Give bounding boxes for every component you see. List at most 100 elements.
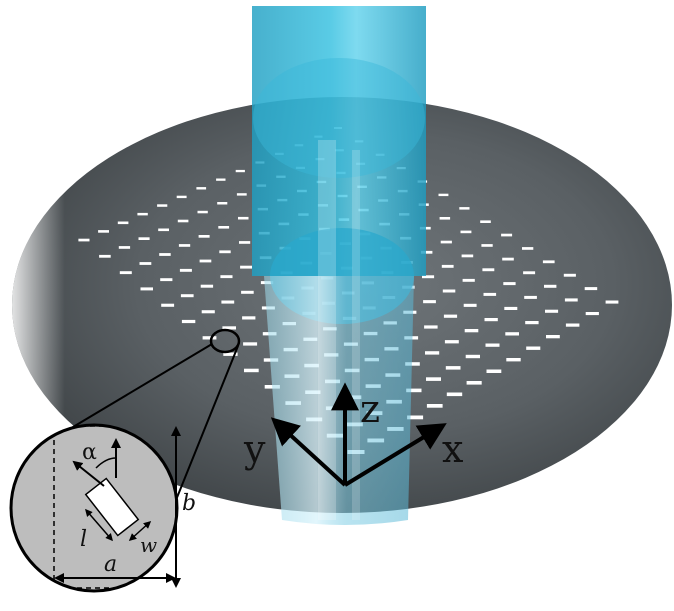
nanobar — [584, 287, 598, 291]
nanobar — [522, 247, 534, 250]
nanobar — [444, 340, 459, 344]
length-arrow — [85, 508, 113, 542]
nanobar — [504, 306, 518, 310]
nanobar — [238, 216, 249, 220]
nanobar — [423, 300, 436, 304]
length-label: l — [80, 527, 87, 552]
nanobar — [78, 238, 90, 242]
nanobar — [481, 244, 493, 247]
nanobar — [445, 366, 461, 370]
nanobar — [564, 298, 578, 302]
nanobar — [220, 275, 233, 279]
nanobar — [223, 352, 238, 356]
nanobar — [221, 300, 235, 304]
nanobar — [442, 289, 456, 293]
nanobar — [461, 254, 474, 258]
nanobar — [181, 319, 196, 324]
nanobar — [485, 343, 500, 347]
nanobar — [99, 254, 111, 258]
nanobar — [480, 220, 491, 223]
nanobar — [243, 342, 258, 346]
nanobar — [118, 246, 131, 249]
nanobar — [465, 354, 480, 359]
nanobar — [176, 195, 187, 199]
nanobar — [506, 358, 521, 362]
nanobar — [236, 193, 247, 196]
nanobar — [544, 284, 557, 288]
nanobar — [200, 284, 214, 288]
nanobar — [501, 233, 513, 237]
nanobar — [160, 278, 173, 282]
nanobar — [197, 210, 208, 214]
nanobar — [503, 282, 516, 286]
nanobar — [119, 271, 132, 275]
nanobar — [241, 290, 254, 294]
nanobar — [524, 295, 537, 299]
beam-top-rim — [253, 58, 425, 178]
nanobar — [179, 268, 192, 272]
nanobar — [439, 217, 451, 220]
nanobar — [407, 415, 424, 420]
nanobar — [440, 240, 452, 244]
light-beam — [252, 6, 426, 525]
nanobar — [98, 230, 109, 233]
nanobar — [201, 310, 215, 314]
width-label: w — [140, 533, 157, 557]
nanobar — [443, 314, 458, 318]
nanobar — [202, 336, 217, 340]
period-a-label: a — [104, 552, 117, 577]
nanobar — [161, 303, 175, 307]
nanobar — [178, 244, 191, 247]
nanobar — [140, 287, 153, 291]
nanobar — [424, 325, 438, 329]
nanobar — [219, 250, 231, 254]
nanobar — [180, 294, 194, 298]
nanobar — [199, 259, 212, 263]
nanobar — [505, 332, 519, 336]
nanobar — [446, 392, 463, 397]
zoom-line-left — [67, 343, 213, 431]
x-axis-arrow — [343, 423, 447, 487]
nanobar — [462, 278, 475, 282]
nanobar — [463, 303, 477, 307]
y-axis-label: y — [243, 427, 266, 471]
nanobar — [545, 309, 559, 313]
angle-arc — [95, 457, 117, 469]
nanobar — [242, 316, 256, 320]
beam-streak — [352, 150, 360, 520]
nanobar — [605, 300, 619, 304]
nanobar — [441, 264, 454, 268]
nanobar — [526, 346, 541, 350]
nanobar — [483, 292, 497, 296]
nanobar — [222, 326, 236, 330]
nanobar — [157, 204, 168, 207]
nanobar — [438, 193, 449, 197]
beam-streak — [318, 140, 336, 520]
nanobar — [239, 241, 251, 244]
nanobar — [523, 271, 536, 275]
nanobar — [216, 178, 226, 181]
zoom-line-right — [175, 345, 239, 501]
nanobar — [240, 265, 252, 269]
nanobar — [546, 335, 560, 339]
nanobar — [159, 253, 171, 256]
bar-axis-arrow — [72, 460, 105, 487]
width-arrow — [128, 520, 152, 542]
nanobar — [218, 226, 230, 229]
nanobar — [235, 169, 245, 173]
z-axis-label: z — [360, 387, 380, 431]
x-axis-label: x — [442, 427, 463, 471]
beam-lower — [264, 276, 414, 525]
nanobar — [502, 257, 514, 261]
unit-cell-inset: α l w a b — [9, 423, 196, 593]
nanobar — [137, 212, 148, 216]
nanobar — [244, 368, 259, 373]
nanobar — [177, 219, 189, 223]
nanobar — [565, 323, 580, 327]
nanobar — [563, 273, 576, 277]
nanobar — [426, 404, 443, 408]
nanobar — [117, 221, 129, 225]
nanobar — [406, 388, 422, 393]
nanobar — [198, 235, 210, 238]
